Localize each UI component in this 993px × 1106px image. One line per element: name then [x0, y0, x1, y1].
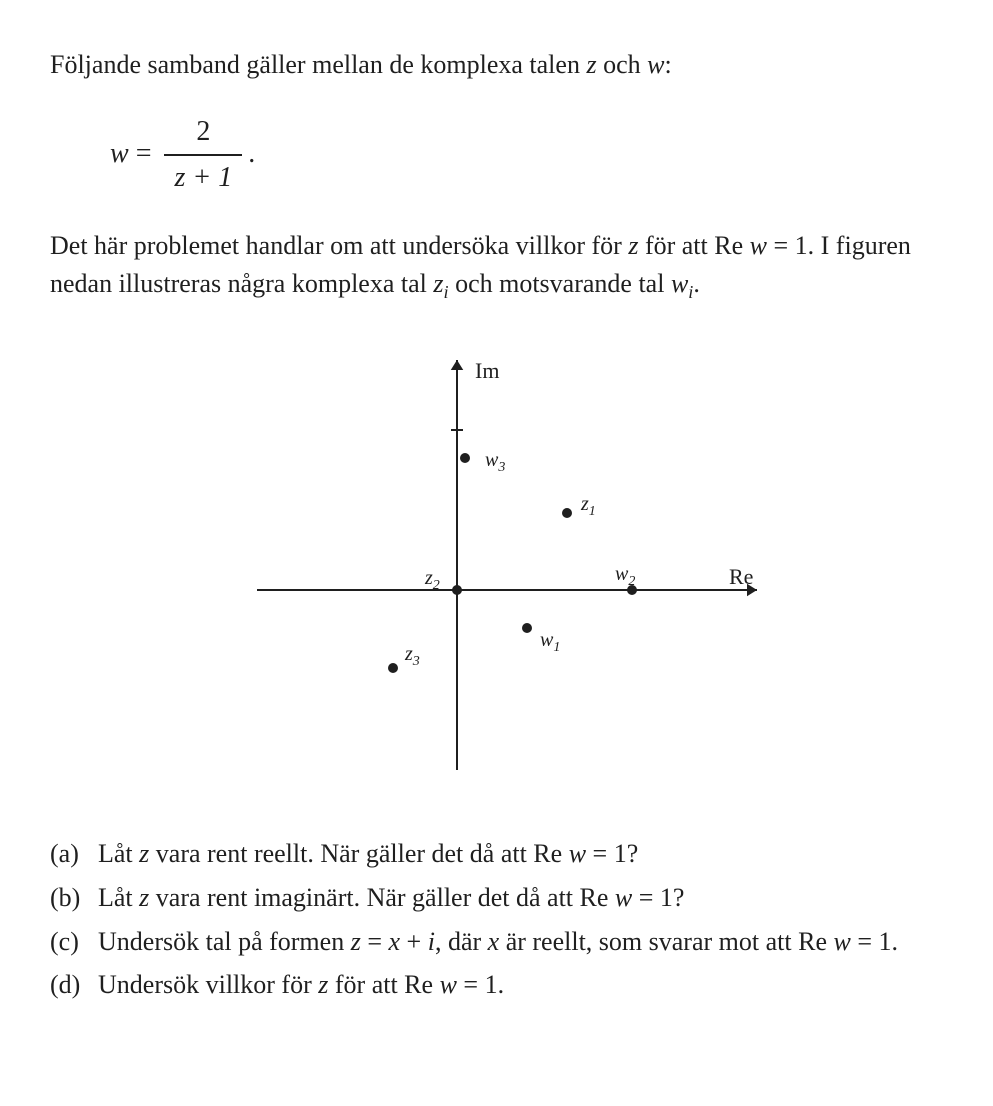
qb-t1: Låt: [98, 883, 139, 912]
qc-t4: , där: [435, 927, 488, 956]
svg-text:z1: z1: [580, 493, 596, 519]
qd-t3: = 1.: [457, 970, 504, 999]
p2-t1: Det här problemet handlar om att undersö…: [50, 231, 628, 260]
question-d-text: Undersök villkor för z för att Re w = 1.: [98, 966, 943, 1004]
question-c: (c) Undersök tal på formen z = x + i, dä…: [50, 923, 943, 961]
p2-t4: och motsvarande tal: [449, 269, 671, 298]
p2-w: w: [750, 231, 767, 260]
qc-w: w: [833, 927, 850, 956]
qc-t6: = 1.: [851, 927, 898, 956]
p2-t5: .: [693, 269, 700, 298]
qa-t3: = 1?: [586, 839, 638, 868]
question-b-label: (b): [50, 879, 98, 917]
qc-x2: x: [488, 927, 500, 956]
qc-t1: Undersök tal på formen: [98, 927, 351, 956]
svg-text:Re: Re: [729, 564, 753, 589]
qa-w: w: [569, 839, 586, 868]
svg-text:w1: w1: [540, 629, 560, 655]
var-w: w: [647, 50, 664, 79]
question-d: (d) Undersök villkor för z för att Re w …: [50, 966, 943, 1004]
question-a: (a) Låt z vara rent reellt. När gäller d…: [50, 835, 943, 873]
intro-text-2: och: [597, 50, 648, 79]
qb-w: w: [615, 883, 632, 912]
var-z: z: [586, 50, 596, 79]
question-a-text: Låt z vara rent reellt. När gäller det d…: [98, 835, 943, 873]
svg-text:Im: Im: [475, 358, 499, 383]
svg-text:z3: z3: [404, 643, 420, 669]
question-b: (b) Låt z vara rent imaginärt. När gälle…: [50, 879, 943, 917]
qd-w: w: [440, 970, 457, 999]
qb-t3: = 1?: [632, 883, 684, 912]
question-c-label: (c): [50, 923, 98, 961]
page-container: Följande samband gäller mellan de komple…: [0, 0, 993, 1040]
question-a-label: (a): [50, 835, 98, 873]
eq-sign: =: [129, 138, 159, 169]
qb-z: z: [139, 883, 149, 912]
questions-list: (a) Låt z vara rent reellt. När gäller d…: [50, 835, 943, 1004]
qc-i: i: [428, 927, 435, 956]
qa-t2: vara rent reellt. När gäller det då att …: [149, 839, 568, 868]
svg-text:w3: w3: [485, 449, 505, 475]
fraction-denominator: z + 1: [164, 156, 242, 199]
intro-text-1: Följande samband gäller mellan de komple…: [50, 50, 586, 79]
qc-t5: är reellt, som svarar mot att Re: [499, 927, 833, 956]
eq-lhs: w: [110, 138, 129, 169]
question-b-text: Låt z vara rent imaginärt. När gäller de…: [98, 879, 943, 917]
qa-z: z: [139, 839, 149, 868]
intro-paragraph: Följande samband gäller mellan de komple…: [50, 46, 943, 84]
qd-t2: för att Re: [328, 970, 439, 999]
svg-text:w2: w2: [615, 563, 635, 589]
fraction-numerator: 2: [164, 112, 242, 157]
p2-t2: för att Re: [638, 231, 749, 260]
qb-t2: vara rent imaginärt. När gäller det då a…: [149, 883, 615, 912]
p2-zi: z: [433, 269, 443, 298]
question-d-label: (d): [50, 966, 98, 1004]
p2-z: z: [628, 231, 638, 260]
qc-x: x: [389, 927, 401, 956]
qa-t1: Låt: [98, 839, 139, 868]
p2-wi: w: [671, 269, 688, 298]
qc-z: z: [351, 927, 361, 956]
qd-z: z: [318, 970, 328, 999]
qc-t3: +: [400, 927, 428, 956]
intro-text-3: :: [664, 50, 671, 79]
description-paragraph: Det här problemet handlar om att undersö…: [50, 227, 943, 305]
complex-plane-chart: ImRew3z1w2z2w1z3: [197, 340, 797, 800]
question-c-text: Undersök tal på formen z = x + i, där x …: [98, 923, 943, 961]
fraction: 2z + 1: [164, 112, 242, 199]
eq-tail: .: [248, 138, 255, 169]
qc-t2: =: [361, 927, 389, 956]
qd-t1: Undersök villkor för: [98, 970, 318, 999]
equation-block: w = 2z + 1.: [110, 112, 943, 199]
